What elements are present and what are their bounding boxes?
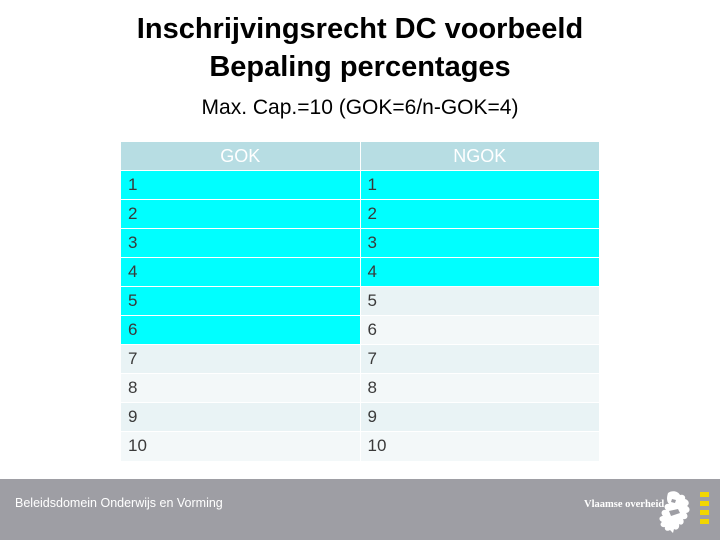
footer-brand-text: Vlaamse overheid [584,499,665,510]
table-row: 8 8 [120,373,600,403]
ngok-cell: 1 [359,170,600,200]
seat-table: GOK NGOK 1 1 2 2 3 3 4 4 5 5 6 6 7 [120,141,600,461]
ngok-cell: 5 [359,286,600,316]
ngok-cell: 2 [359,199,600,229]
gok-cell: 9 [120,402,361,432]
gok-cell: 6 [120,315,361,345]
ngok-cell: 3 [359,228,600,258]
table-row: 10 10 [120,431,600,461]
footer-department-text: Beleidsdomein Onderwijs en Vorming [15,496,223,510]
title-line-2: Bepaling percentages [209,51,511,83]
footer-bar: Beleidsdomein Onderwijs en Vorming Vlaam… [0,479,720,540]
gok-cell: 8 [120,373,361,403]
ngok-cell: 6 [359,315,600,345]
ngok-cell: 7 [359,344,600,374]
table-row: 9 9 [120,402,600,432]
table-row: 5 5 [120,286,600,316]
ngok-cell: 4 [359,257,600,287]
gok-cell: 5 [120,286,361,316]
gok-cell: 2 [120,199,361,229]
table-row: 6 6 [120,315,600,345]
title-line-1: Inschrijvingsrecht DC voorbeeld [136,13,584,45]
flag-stripes-icon [700,492,709,528]
ngok-cell: 9 [359,402,600,432]
gok-cell: 7 [120,344,361,374]
table-header-row: GOK NGOK [120,141,600,171]
slide-title: Inschrijvingsrecht DC voorbeeld Bepaling… [0,10,720,86]
table-row: 3 3 [120,228,600,258]
gok-cell: 10 [120,431,361,461]
header-ngok: NGOK [359,141,600,171]
header-gok: GOK [120,141,361,171]
table-row: 2 2 [120,199,600,229]
gok-cell: 4 [120,257,361,287]
flemish-lion-icon [659,491,690,533]
slide-subtitle: Max. Cap.=10 (GOK=6/n-GOK=4) [201,96,519,119]
table-row: 4 4 [120,257,600,287]
table-row: 1 1 [120,170,600,200]
ngok-cell: 8 [359,373,600,403]
gok-cell: 3 [120,228,361,258]
table-row: 7 7 [120,344,600,374]
ngok-cell: 10 [359,431,600,461]
gok-cell: 1 [120,170,361,200]
